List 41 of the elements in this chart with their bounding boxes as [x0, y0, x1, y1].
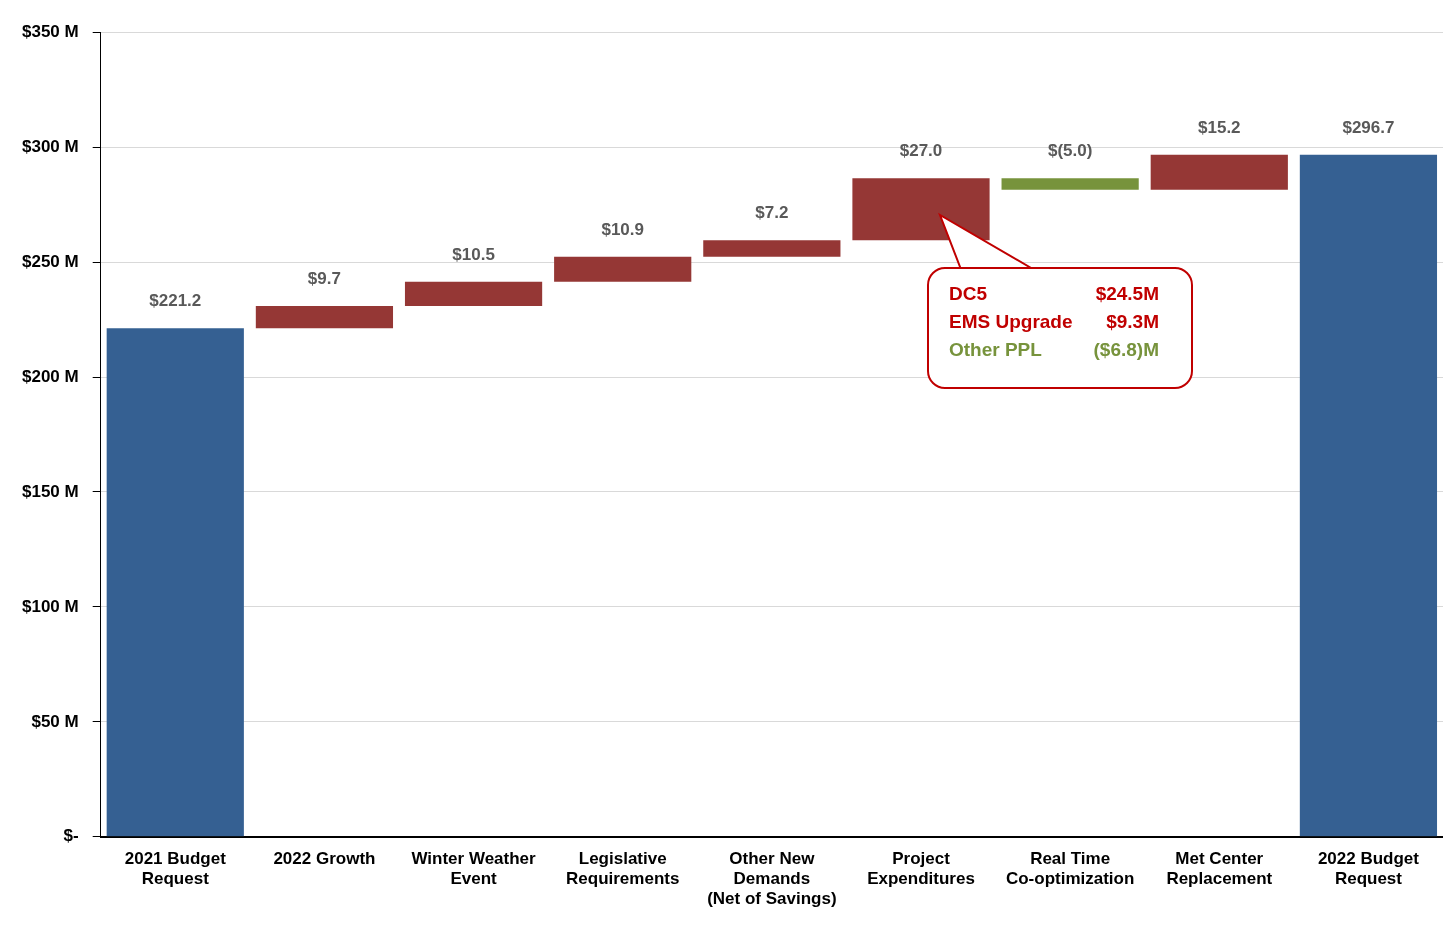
annotation: Other PPL — [949, 339, 1043, 362]
x-tick-label: Other New Demands (Net of Savings) — [707, 848, 837, 909]
bar — [1150, 154, 1288, 190]
y-tick-label: $200 M — [22, 366, 79, 386]
y-tick-label: $150 M — [22, 481, 79, 501]
x-tick-label: 2022 Growth — [273, 848, 376, 868]
annotation: $24.5M — [1094, 283, 1159, 306]
y-tick-label: $- — [63, 826, 79, 846]
data-label: $7.2 — [755, 203, 789, 223]
bar — [703, 240, 841, 257]
data-label: $15.2 — [1198, 117, 1241, 137]
bar — [1299, 154, 1438, 837]
bar — [404, 281, 543, 306]
bar — [106, 328, 244, 837]
data-label: $10.9 — [601, 219, 644, 239]
data-label: $221.2 — [149, 291, 202, 311]
x-tick-label: Winter Weather Event — [411, 848, 537, 889]
data-label: $10.5 — [452, 245, 495, 265]
x-tick-label: Project Expenditures — [867, 848, 975, 889]
x-tick-label: 2022 Budget Request — [1317, 848, 1420, 889]
y-tick-label: $100 M — [22, 596, 79, 616]
y-tick-label: $50 M — [31, 711, 79, 731]
x-tick-label: Real Time Co-optimization — [1005, 848, 1135, 889]
y-tick-label: $250 M — [22, 251, 79, 271]
data-label: $(5.0) — [1047, 141, 1093, 161]
bar — [255, 305, 394, 329]
annotation: DC5 — [949, 283, 988, 306]
y-tick-label: $300 M — [22, 136, 79, 156]
x-tick-label: Met Center Replacement — [1166, 848, 1273, 889]
data-label: $27.0 — [899, 141, 943, 161]
x-tick-label: 2021 Budget Request — [124, 848, 227, 889]
bar — [554, 256, 692, 282]
annotation: ($6.8)M — [1092, 339, 1159, 362]
bar — [852, 178, 990, 241]
data-label: $296.7 — [1342, 117, 1395, 137]
bar — [1001, 178, 1139, 190]
y-tick-label: $350 M — [22, 21, 79, 41]
annotation: EMS Upgrade — [949, 311, 1074, 334]
x-tick-label: Legislative Requirements — [566, 848, 680, 889]
annotation: $9.3M — [1105, 311, 1159, 334]
data-label: $9.7 — [307, 269, 341, 289]
